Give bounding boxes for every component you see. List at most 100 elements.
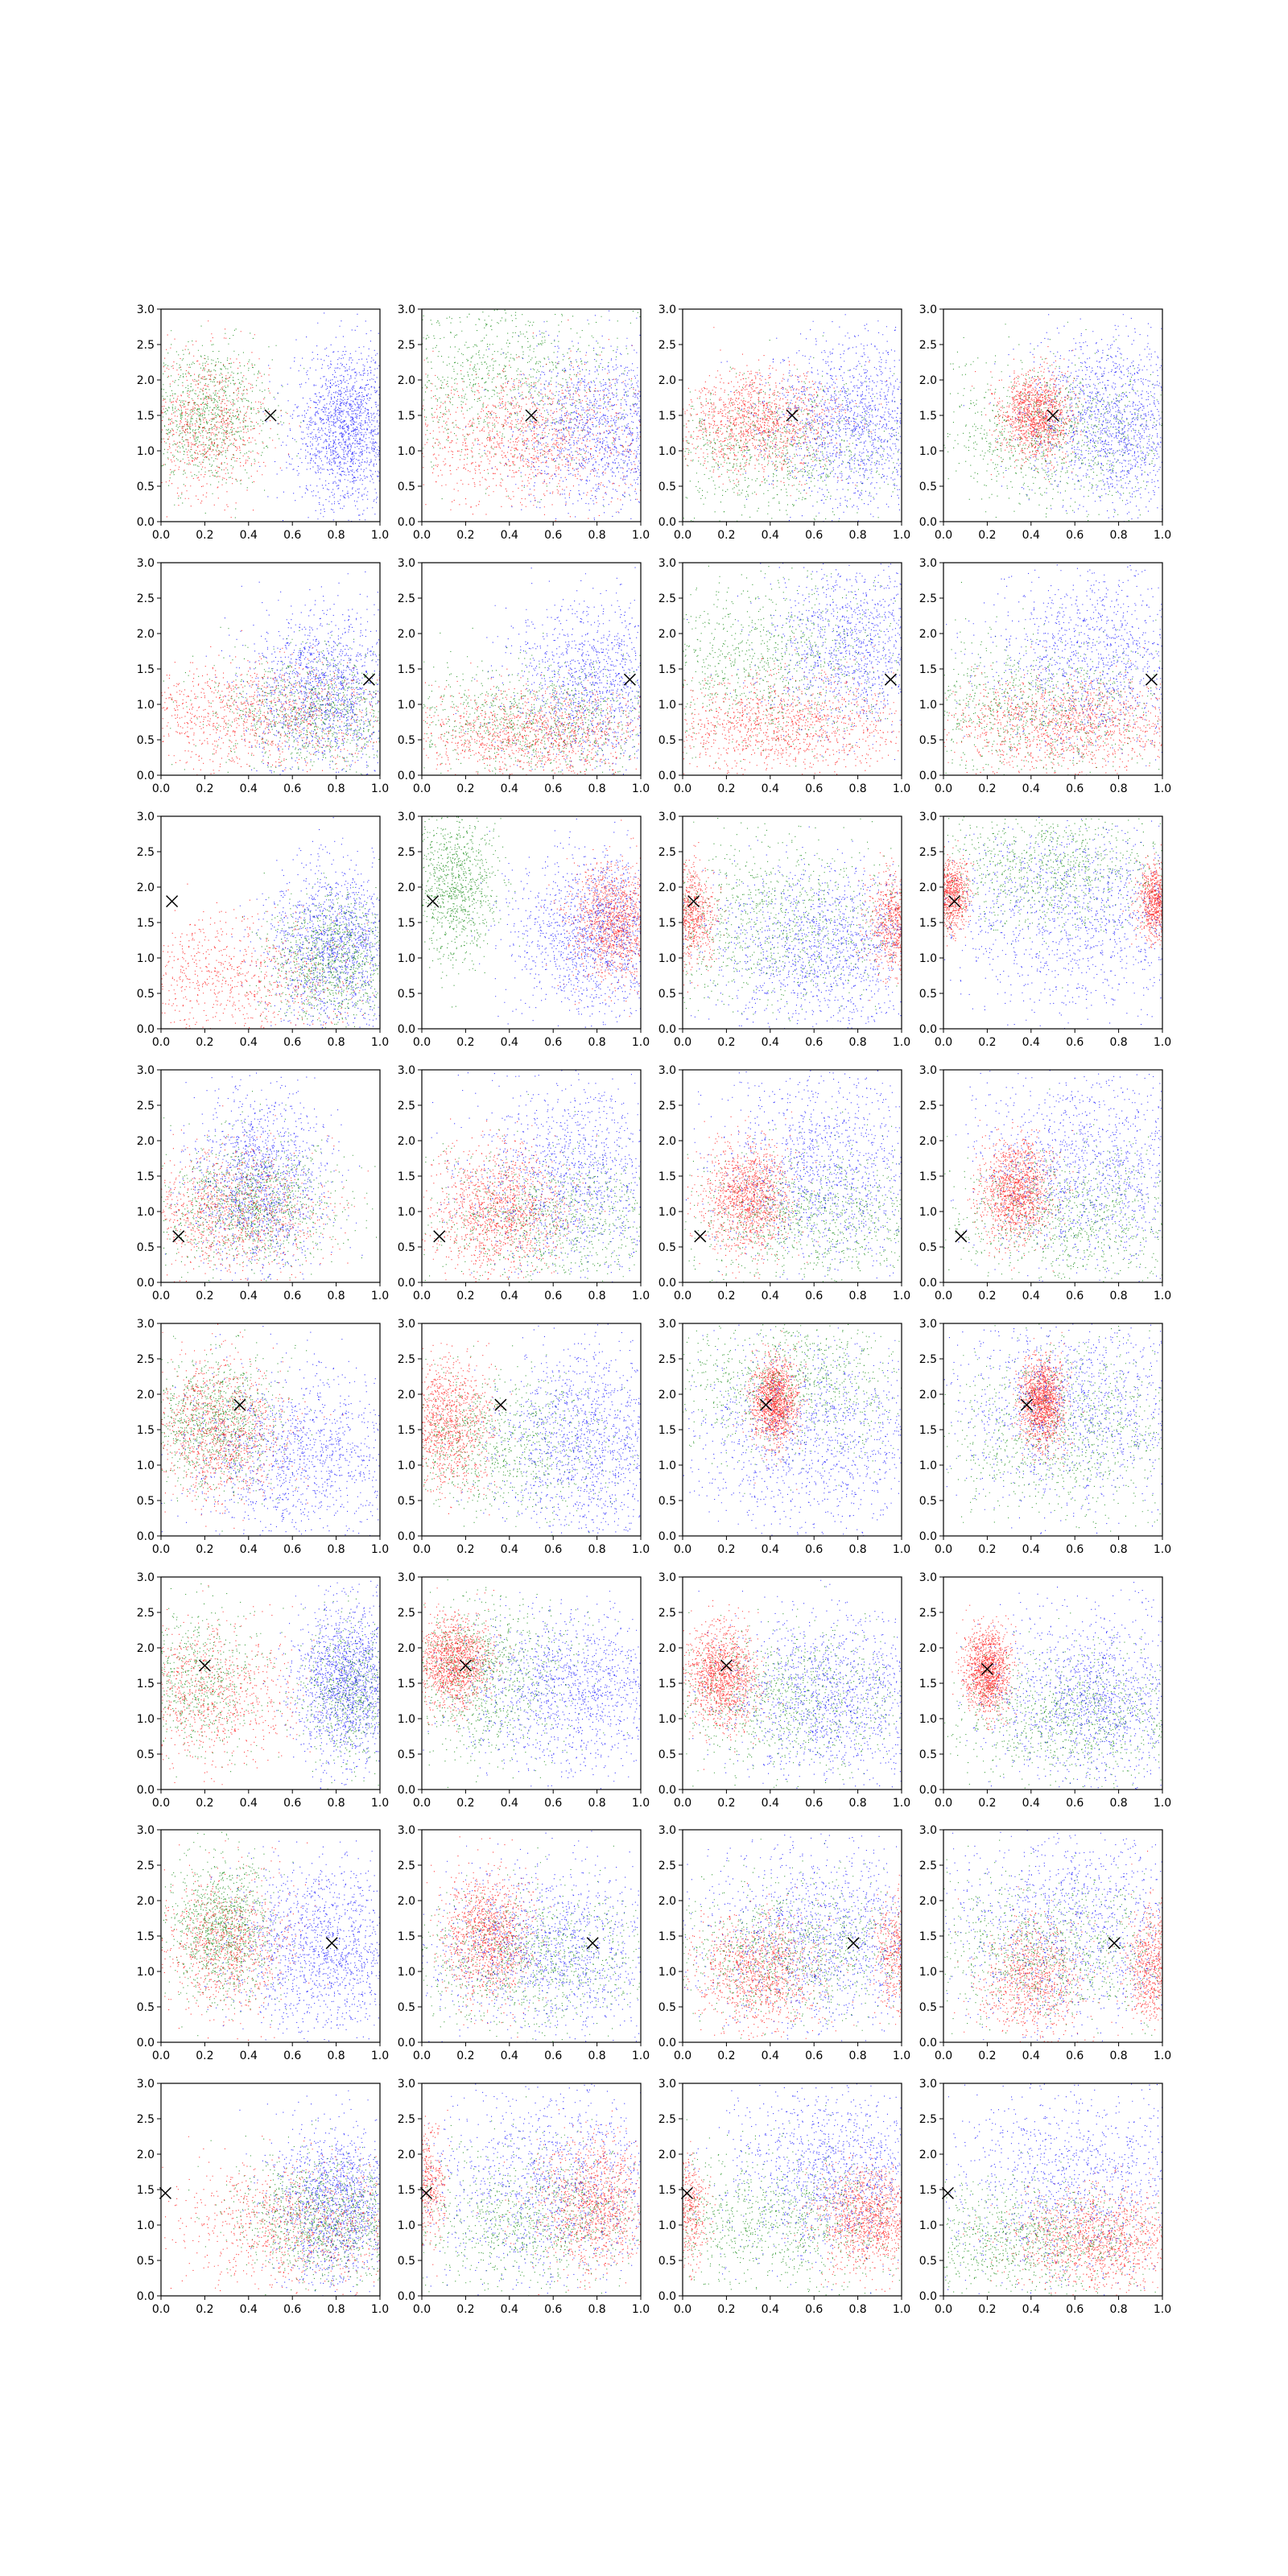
y-tick-label: 0.5 [398,481,415,493]
x-tick-label: 0.4 [240,2050,258,2062]
x-tick-label: 0.4 [240,1543,258,1556]
y-tick-label: 0.0 [137,1023,155,1036]
x-tick-label: 0.4 [762,2303,779,2316]
y-tick-label: 1.5 [137,917,155,930]
y-tick-label: 2.5 [137,1607,155,1620]
y-tick-label: 2.5 [919,592,937,605]
x-tick-label: 0.2 [717,1290,735,1302]
y-tick-label: 0.0 [919,516,937,529]
y-tick-label: 0.5 [137,2255,155,2268]
y-tick-label: 3.0 [137,2078,155,2091]
y-tick-label: 1.0 [137,1459,155,1472]
x-tick-label: 0.2 [456,2303,474,2316]
y-tick-label: 1.0 [919,1206,937,1219]
y-tick-label: 3.0 [137,1824,155,1837]
y-tick-label: 3.0 [919,303,937,316]
y-tick-label: 2.5 [919,1607,937,1620]
y-tick-label: 0.5 [398,988,415,1001]
x-tick-label: 0.2 [717,2303,735,2316]
x-tick-label: 1.0 [1154,2050,1171,2062]
x-tick-label: 1.0 [632,1290,650,1302]
y-tick-label: 2.0 [658,1642,676,1655]
y-tick-label: 1.0 [919,1966,937,1979]
x-tick-label: 0.2 [196,1797,213,1810]
x-tick-label: 0.0 [674,1543,691,1556]
x-tick-label: 1.0 [893,1543,910,1556]
y-tick-label: 0.5 [919,1241,937,1254]
y-tick-label: 1.0 [658,952,676,965]
x-tick-label: 0.2 [978,1543,996,1556]
y-tick-label: 2.0 [398,2149,415,2161]
x-tick-label: 0.2 [717,529,735,542]
y-tick-label: 1.0 [398,1459,415,1472]
y-tick-label: 2.5 [137,1100,155,1113]
y-tick-label: 1.5 [658,410,676,423]
y-tick-label: 1.5 [658,663,676,676]
x-tick-label: 0.2 [717,2050,735,2062]
y-tick-label: 3.0 [398,1318,415,1331]
y-tick-label: 0.0 [919,2290,937,2303]
y-tick-label: 0.5 [658,1495,676,1508]
x-tick-label: 0.6 [1066,529,1084,542]
x-tick-label: 0.0 [413,1797,431,1810]
y-tick-label: 1.0 [137,2219,155,2232]
y-tick-label: 2.5 [137,846,155,859]
y-tick-label: 0.5 [658,1748,676,1761]
y-tick-label: 0.0 [137,1784,155,1797]
y-tick-label: 2.0 [919,374,937,387]
x-tick-label: 0.6 [805,1036,823,1049]
x-tick-label: 0.4 [1022,782,1040,795]
y-tick-label: 1.5 [919,1170,937,1183]
y-tick-label: 3.0 [398,2078,415,2091]
y-tick-label: 1.5 [398,917,415,930]
y-tick-label: 1.0 [658,699,676,712]
y-tick-label: 2.0 [398,1895,415,1908]
y-tick-label: 1.5 [398,1930,415,1943]
x-tick-label: 0.4 [1022,529,1040,542]
x-tick-label: 1.0 [632,529,650,542]
y-tick-label: 1.5 [919,663,937,676]
x-tick-label: 0.4 [762,782,779,795]
x-tick-label: 0.4 [240,1797,258,1810]
x-tick-label: 0.2 [456,1036,474,1049]
y-tick-label: 2.5 [398,592,415,605]
y-tick-label: 3.0 [658,1571,676,1584]
y-tick-label: 1.0 [398,1206,415,1219]
x-tick-label: 0.2 [456,782,474,795]
x-tick-label: 0.0 [674,1290,691,1302]
x-tick-label: 0.4 [1022,2050,1040,2062]
x-tick-label: 1.0 [1154,1797,1171,1810]
y-tick-label: 0.5 [919,1495,937,1508]
y-tick-label: 2.0 [658,2149,676,2161]
y-tick-label: 0.5 [398,1495,415,1508]
x-tick-label: 0.2 [978,2303,996,2316]
y-tick-label: 0.0 [137,2037,155,2050]
y-tick-label: 1.0 [398,1966,415,1979]
x-tick-label: 0.0 [413,1543,431,1556]
y-tick-label: 0.0 [137,1277,155,1290]
x-tick-label: 0.0 [674,1797,691,1810]
y-tick-label: 2.0 [658,881,676,894]
y-tick-label: 3.0 [658,811,676,824]
x-tick-label: 0.0 [935,782,952,795]
y-tick-label: 2.5 [919,1353,937,1366]
x-tick-label: 0.8 [1109,1797,1127,1810]
x-tick-label: 1.0 [632,782,650,795]
x-tick-label: 0.8 [848,1797,866,1810]
y-tick-label: 1.0 [658,1459,676,1472]
x-tick-label: 0.6 [805,1290,823,1302]
y-tick-label: 0.0 [919,2037,937,2050]
y-tick-label: 2.0 [658,628,676,641]
y-tick-label: 0.5 [919,988,937,1001]
x-tick-label: 0.6 [544,1543,562,1556]
y-tick-label: 0.5 [658,1241,676,1254]
x-tick-label: 0.8 [1109,529,1127,542]
y-tick-label: 0.0 [398,2037,415,2050]
y-tick-label: 1.5 [919,1930,937,1943]
x-tick-label: 0.0 [413,1290,431,1302]
x-tick-label: 0.8 [848,782,866,795]
y-tick-label: 2.5 [398,846,415,859]
x-tick-label: 0.2 [456,1543,474,1556]
y-tick-label: 3.0 [658,2078,676,2091]
